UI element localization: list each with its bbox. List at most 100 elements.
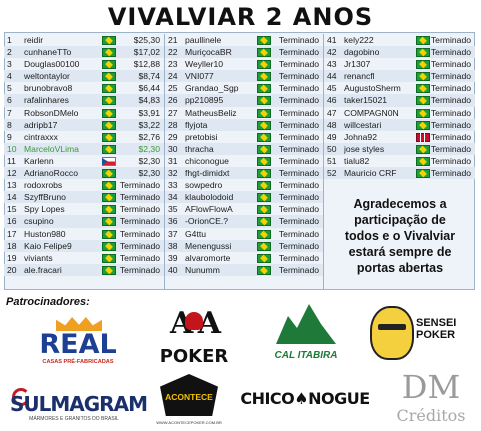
table-row: 49 Johna92 Terminado — [324, 131, 475, 143]
rank-number: 19 — [7, 252, 17, 263]
rank-number: 6 — [7, 95, 12, 106]
prize-value: $2,30 — [138, 168, 160, 179]
rank-number: 33 — [168, 180, 178, 191]
prize-value: Terminado — [430, 95, 471, 106]
table-row: 29 pretobisi Terminado — [165, 131, 323, 143]
flag-icon — [257, 72, 271, 82]
prize-value: Terminado — [430, 119, 471, 130]
cal-itabira-text: CAL ITABIRA — [274, 350, 338, 361]
rank-number: 43 — [327, 59, 337, 70]
rank-number: 9 — [7, 131, 12, 142]
table-row: 27 MatheusBeliz Terminado — [165, 107, 323, 119]
prize-value: Terminado — [278, 107, 319, 118]
table-row: 46 taker15021 Terminado — [324, 94, 475, 107]
flag-icon — [416, 72, 430, 82]
real-logo-text: REAL — [39, 329, 117, 360]
prize-value: $2,76 — [138, 131, 160, 142]
player-name: reidir — [24, 35, 44, 45]
flag-icon — [102, 144, 116, 154]
player-name: weltontaylor — [24, 71, 70, 82]
flag-icon — [416, 84, 430, 94]
flag-icon — [257, 36, 271, 45]
rank-number: 4 — [7, 71, 12, 82]
sulmagram-text: SULMAGRAM — [10, 392, 148, 416]
rank-number: 52 — [327, 168, 337, 179]
flag-icon — [257, 156, 271, 166]
rank-number: 39 — [168, 252, 178, 263]
player-name: VNI077 — [185, 71, 214, 82]
table-row: 38 Menengussi Terminado — [165, 239, 323, 252]
player-name: sowpedro — [185, 180, 223, 191]
player-name: cunhaneTTo — [24, 47, 72, 58]
table-row: 28 flyjota Terminado — [165, 118, 323, 131]
flag-icon — [102, 156, 116, 166]
prize-value: Terminado — [119, 264, 160, 275]
player-name: Nunumm — [185, 264, 220, 275]
flag-icon — [102, 48, 116, 58]
flag-icon — [416, 48, 430, 58]
prize-value: Terminado — [119, 192, 160, 203]
prize-value: $6,44 — [138, 83, 160, 94]
rank-number: 30 — [168, 143, 178, 154]
flag-icon — [257, 217, 271, 227]
table-row: 10 MarceloVLima $2,30 — [4, 142, 164, 155]
results-column-2: 21 paullinele Terminado 22 MuriçocaBR Termina… — [165, 34, 324, 290]
flag-icon — [416, 169, 430, 179]
player-name: Jr1307 — [344, 59, 371, 70]
acontece-poker-logo: ACONTECE WWW.ACONTECEPOKER.COM.BR — [152, 372, 226, 428]
player-name: klaubolodoid — [185, 192, 234, 203]
flag-icon — [257, 241, 271, 251]
player-name: Menengussi — [185, 240, 232, 251]
rank-number: 46 — [327, 95, 337, 106]
real-logo-subtext: CASAS PRÉ-FABRICADAS — [42, 359, 114, 365]
table-row: 35 AFlowFlowA Terminado — [165, 203, 323, 215]
table-row: 13 rodoxrobs Terminado — [4, 179, 164, 191]
table-row: 4 weltontaylor $8,74 — [4, 70, 164, 83]
real-logo: REAL CASAS PRÉ-FABRICADAS — [28, 315, 128, 369]
rank-number: 34 — [168, 192, 178, 203]
table-row: 15 Spy Lopes Terminado — [4, 203, 164, 215]
player-name: rodoxrobs — [24, 180, 63, 191]
acontece-url: WWW.ACONTECEPOKER.COM.BR — [156, 420, 222, 425]
prize-value: Terminado — [430, 35, 471, 45]
prize-value: Terminado — [278, 192, 319, 203]
sensei-text: SENSEI — [416, 317, 457, 329]
table-row: 42 dagobino Terminado — [324, 46, 475, 59]
rank-number: 42 — [327, 47, 337, 58]
rank-number: 28 — [168, 119, 178, 130]
creditos-text: Créditos — [396, 406, 466, 425]
table-row: 8 adripb17 $3,22 — [4, 118, 164, 131]
player-name: paullinele — [185, 35, 222, 45]
rank-number: 45 — [327, 83, 337, 94]
player-name: kely222 — [344, 35, 374, 45]
mountain-icon — [276, 304, 336, 344]
table-row: 11 Karlenn $2,30 — [4, 155, 164, 167]
prize-value: $3,22 — [138, 119, 160, 130]
player-name: Karlenn — [24, 155, 54, 166]
rank-number: 40 — [168, 264, 178, 275]
sensei-poker-text: POKER — [416, 329, 456, 341]
player-name: -OrionCE.? — [185, 216, 228, 227]
prize-value: $2,30 — [138, 155, 160, 166]
player-name: thracha — [185, 143, 214, 154]
rank-number: 13 — [7, 180, 17, 191]
flag-icon — [102, 36, 116, 45]
prize-value: Terminado — [278, 252, 319, 263]
table-row: 20 ale.fracari Terminado — [4, 263, 164, 276]
player-name: viviants — [24, 252, 53, 263]
prize-value: $4,83 — [138, 95, 160, 106]
prize-value: Terminado — [119, 252, 160, 263]
prize-value: Terminado — [430, 131, 471, 142]
rank-number: 47 — [327, 107, 337, 118]
player-name: ale.fracari — [24, 264, 62, 275]
prize-value: Terminado — [430, 107, 471, 118]
player-name: COMPAGN0N — [344, 107, 399, 118]
player-name: Spy Lopes — [24, 204, 65, 215]
rank-number: 2 — [7, 47, 12, 58]
rank-number: 18 — [7, 240, 17, 251]
rank-number: 20 — [7, 264, 17, 275]
table-row: 39 alvaromorte Terminado — [165, 252, 323, 264]
rank-number: 17 — [7, 228, 17, 239]
rank-number: 14 — [7, 192, 17, 203]
flag-icon — [102, 217, 116, 227]
